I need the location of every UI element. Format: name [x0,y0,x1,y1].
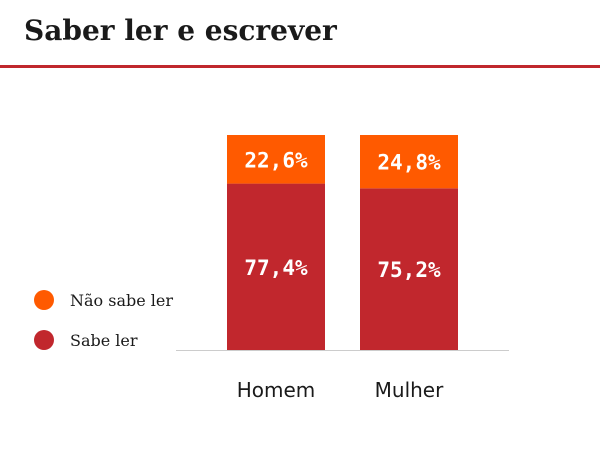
data-label-sabe-ler-mulher: 75,2% [377,258,441,282]
x-tick-label-homem: Homem [237,378,316,402]
data-label-sabe-ler-homem: 77,4% [244,256,308,280]
legend-swatch-sabe-ler [34,330,54,350]
data-label-n-o-sabe-ler-mulher: 24,8% [377,151,441,175]
bar-segment-sabe-ler-mulher [360,188,458,350]
legend-label-nao-sabe-ler: Não sabe ler [70,290,174,310]
legend: Não sabe ler Sabe ler [34,288,173,368]
bar-segment-n-o-sabe-ler-homem [227,135,325,184]
bar-segment-sabe-ler-homem [227,183,325,350]
bar-segment-n-o-sabe-ler-mulher [360,135,458,189]
chart-title: Saber ler e escrever [24,14,337,47]
legend-item-sabe-ler: Sabe ler [34,328,173,352]
legend-swatch-nao-sabe-ler [34,290,54,310]
data-label-n-o-sabe-ler-homem: 22,6% [244,148,308,172]
legend-label-sabe-ler: Sabe ler [70,330,138,350]
x-tick-label-mulher: Mulher [375,378,444,402]
legend-item-nao-sabe-ler: Não sabe ler [34,288,173,312]
title-divider [0,65,600,68]
